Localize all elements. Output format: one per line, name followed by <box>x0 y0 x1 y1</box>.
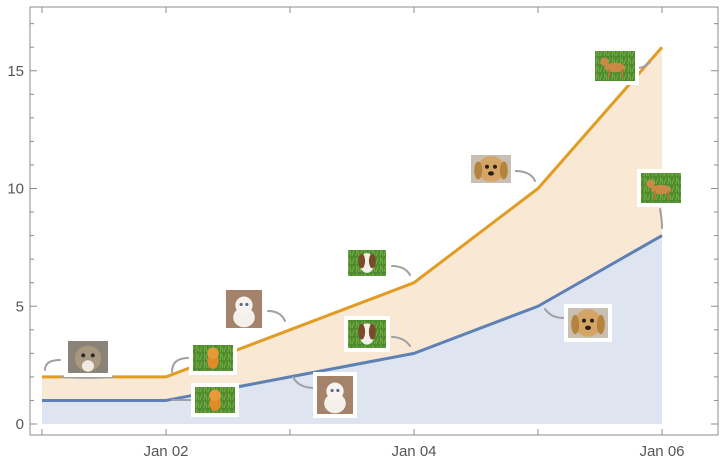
label-leader <box>267 310 286 322</box>
thumb-beagle-puppy <box>344 316 390 352</box>
y-tick-label: 10 <box>7 181 24 198</box>
series-line-upper <box>42 46 664 379</box>
x-tick-label: Jan 04 <box>391 443 436 460</box>
thumb-white-kitten <box>222 286 266 332</box>
thumb-orange-kitten <box>191 383 239 417</box>
y-tick-label: 0 <box>16 416 24 433</box>
label-leader <box>637 61 651 69</box>
plot-frame <box>29 6 719 436</box>
thumb-tabby-cat <box>64 337 112 377</box>
label-leader <box>391 336 411 347</box>
upper-area-fill <box>42 47 662 401</box>
series-line-lower <box>42 234 663 402</box>
series-lines <box>42 46 664 402</box>
thumb-golden-retriever <box>564 304 612 342</box>
y-tick-label: 5 <box>16 298 24 315</box>
y-tick-label: 15 <box>7 63 24 80</box>
thumb-brown-dog <box>637 169 685 207</box>
x-tick-label: Jan 02 <box>143 443 188 460</box>
x-tick-label: Jan 06 <box>639 443 684 460</box>
thumb-brown-dog <box>591 47 639 85</box>
lower-area-fill <box>42 235 662 424</box>
label-leader <box>544 308 566 319</box>
label-leader <box>391 265 411 276</box>
label-leader <box>61 376 114 379</box>
label-leader <box>659 208 663 229</box>
thumb-beagle-puppy <box>344 246 390 280</box>
thumb-orange-kitten <box>189 341 237 375</box>
thumb-white-kitten <box>313 372 357 418</box>
axis-ticks: Jan 02 Jan 04 Jan 06 0 5 10 15 <box>7 7 718 460</box>
area-fills <box>42 47 662 424</box>
label-leader <box>171 357 189 373</box>
label-leader <box>514 170 536 182</box>
image-labels <box>44 47 685 418</box>
label-leader <box>292 376 316 389</box>
label-leader <box>44 359 61 371</box>
thumb-golden-retriever <box>467 151 515 187</box>
